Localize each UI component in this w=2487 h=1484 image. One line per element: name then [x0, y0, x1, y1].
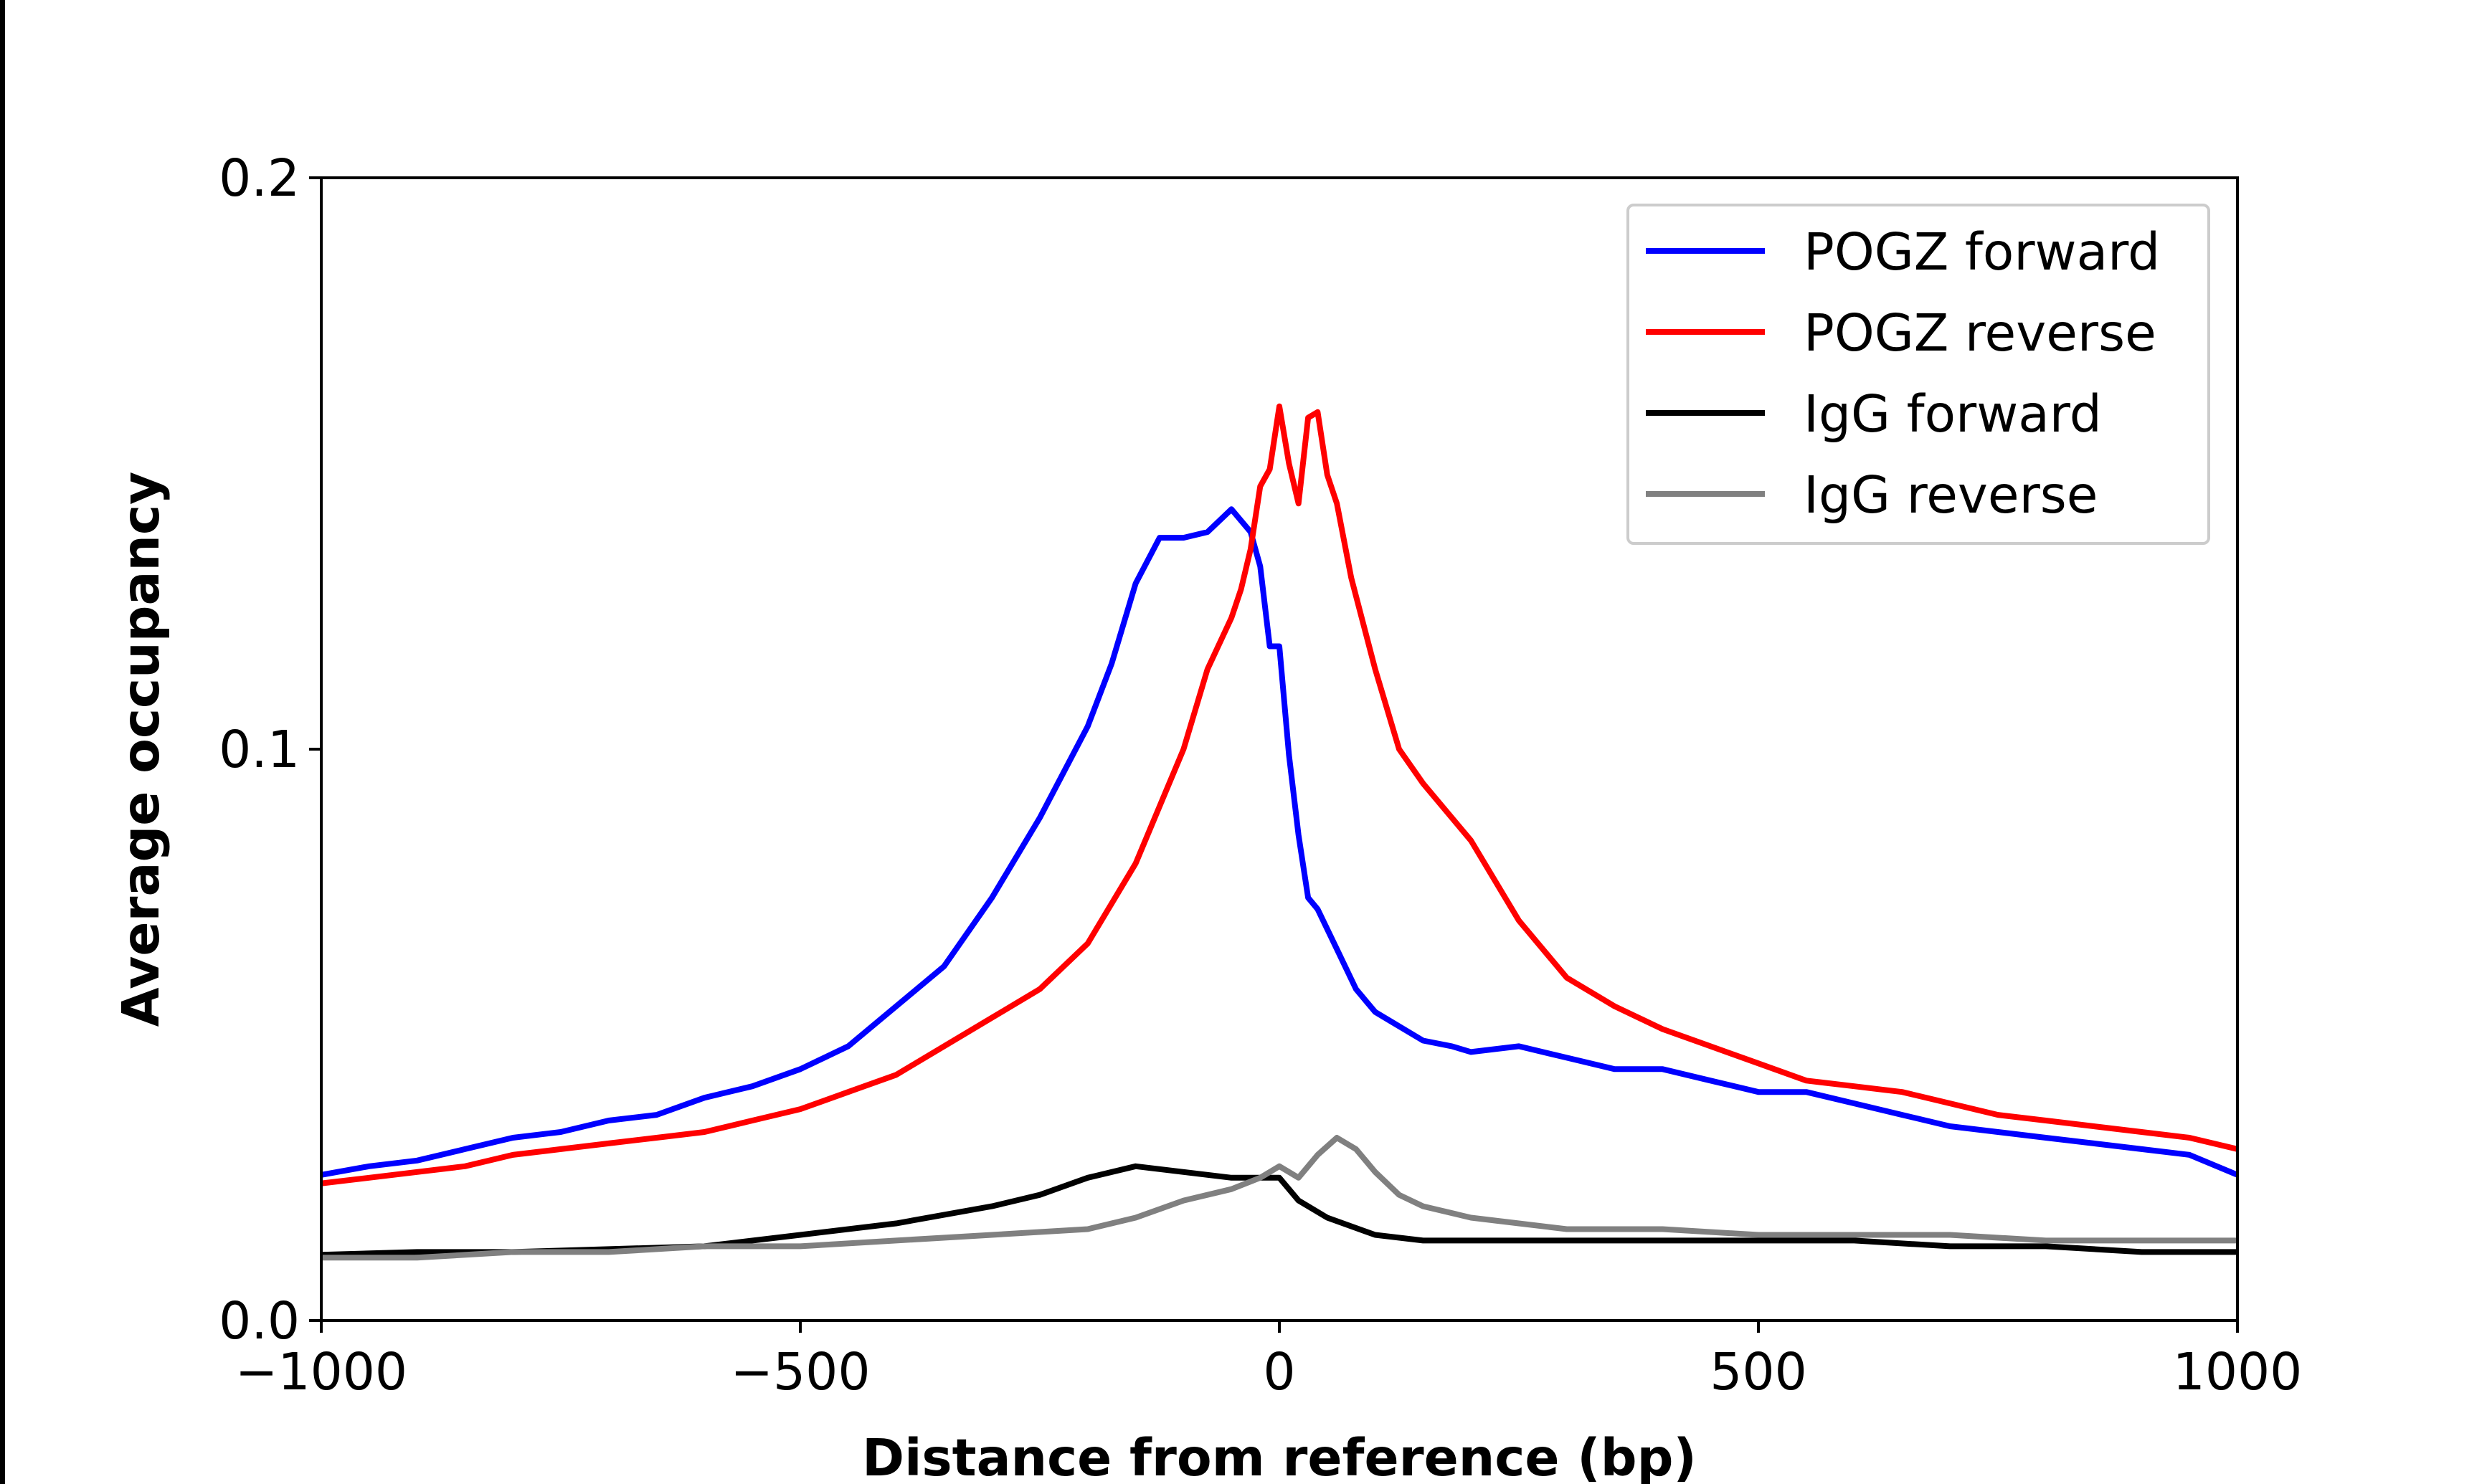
x-tick-label: 500: [1710, 1342, 1807, 1402]
legend-label-pogz-reverse: POGZ reverse: [1804, 303, 2156, 363]
x-tick-label: 0: [1263, 1342, 1295, 1402]
series-line-igg-reverse: [321, 1135, 2237, 1261]
series-line-pogz-reverse: [321, 403, 2237, 1186]
y-axis: 0.0 0.1 0.2: [219, 148, 321, 1351]
x-tick-label: −1000: [235, 1342, 407, 1402]
y-tick-label: 0.1: [219, 720, 300, 779]
series-line-igg-forward: [321, 1163, 2237, 1258]
legend: POGZ forward POGZ reverse IgG forward IgG r…: [1626, 204, 2210, 545]
x-tick-label: −500: [730, 1342, 870, 1402]
legend-label-pogz-forward: POGZ forward: [1804, 222, 2160, 282]
series-line-pogz-forward: [321, 506, 2237, 1179]
y-axis-label: Average occupancy: [111, 472, 171, 1027]
legend-label-igg-reverse: IgG reverse: [1804, 465, 2098, 525]
y-tick-label: 0.2: [219, 148, 300, 208]
legend-label-igg-forward: IgG forward: [1804, 384, 2102, 444]
series-layer: [321, 403, 2237, 1261]
legend-box: [1626, 204, 2210, 545]
x-tick-label: 1000: [2173, 1342, 2303, 1402]
x-axis: −1000 −500 0 500 1000: [235, 1321, 2302, 1402]
x-axis-label: Distance from reference (bp): [862, 1428, 1697, 1484]
line-chart: −1000 −500 0 500 1000 0.0 0.1 0.2 Distance fro…: [111, 148, 2302, 1484]
y-tick-label: 0.0: [219, 1291, 300, 1351]
